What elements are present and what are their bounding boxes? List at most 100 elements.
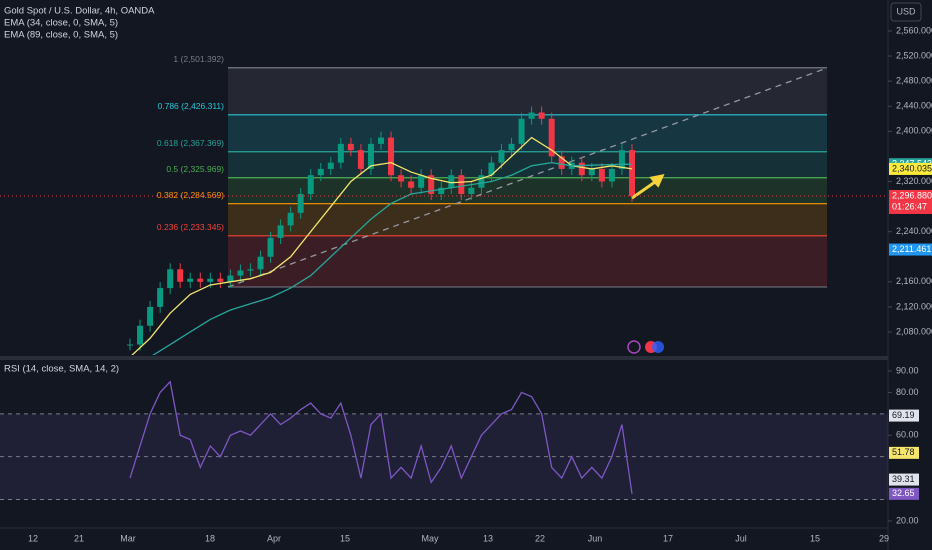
candle [257, 256, 264, 270]
fib-label: 0.5 (2,325.969) [166, 164, 224, 174]
fib-band [228, 235, 827, 287]
price-tick-label: 2,160.000 [896, 276, 932, 286]
candle [357, 150, 364, 169]
fib-label: 0.618 (2,367.369) [157, 138, 224, 148]
candle [367, 143, 374, 169]
rsi-badge-label: 39.31 [892, 474, 915, 484]
candle [157, 288, 164, 307]
x-tick-label: 21 [74, 533, 84, 543]
candle [468, 187, 475, 195]
rsi-badge [889, 487, 919, 500]
price-tick-label: 2,560.000 [896, 25, 932, 35]
event-icon [627, 340, 641, 354]
fib-label: 1 (2,501.392) [173, 54, 224, 64]
rsi-badge [889, 473, 919, 486]
candle [337, 143, 344, 163]
price-tick-label: 2,120.000 [896, 301, 932, 311]
candle [227, 275, 234, 282]
candle [317, 168, 324, 176]
candle [347, 143, 354, 151]
x-tick-label: 22 [535, 533, 545, 543]
x-tick-label: 15 [810, 533, 820, 543]
price-tick-label: 2,520.000 [896, 50, 932, 60]
price-tick-label: 2,080.000 [896, 326, 932, 336]
price-tick-label: 2,480.000 [896, 76, 932, 86]
fib-band [228, 203, 827, 236]
x-tick-label: 13 [483, 533, 493, 543]
candle [197, 278, 204, 282]
ema-legend: EMA (34, close, 0, SMA, 5) [4, 18, 118, 29]
x-tick-label: 17 [663, 533, 673, 543]
ema34-line [131, 136, 633, 355]
candle [478, 175, 485, 188]
candle [127, 344, 133, 346]
candle [458, 175, 465, 195]
fib-label: 0.786 (2,426.311) [158, 101, 225, 111]
fib-band [228, 67, 827, 115]
fib-label: 0.236 (2,233.345) [157, 222, 224, 232]
symbol-legend: Gold Spot / U.S. Dollar, 4h, OANDA [4, 6, 155, 17]
fib-bands [228, 67, 827, 287]
ema-legend: EMA (89, close, 0, SMA, 5) [4, 30, 118, 41]
rsi-badge-label: 69.19 [892, 410, 915, 420]
candle [378, 137, 384, 144]
candle [207, 278, 214, 282]
candle [147, 306, 154, 326]
rsi-tick-label: 90.00 [896, 365, 919, 375]
currency[interactable]: USD [896, 6, 916, 16]
candle [488, 162, 495, 176]
x-tick-label: Mar [120, 533, 136, 543]
rsi-badge [889, 446, 919, 459]
candle [287, 212, 294, 226]
rsi-line [129, 380, 633, 494]
price-badge [889, 162, 932, 175]
candle [428, 175, 435, 195]
candle [237, 270, 244, 276]
candle [297, 194, 304, 213]
price-badge-label: 2,211.461 [892, 244, 931, 254]
rsi-tick-label: 20.00 [896, 515, 919, 525]
rsi-tick-label: 60.00 [896, 430, 919, 440]
x-tick-label: 15 [340, 533, 350, 543]
candle [217, 278, 224, 282]
price-tick-label: 2,400.000 [896, 126, 932, 136]
x-tick-label: Apr [267, 533, 281, 543]
candle [528, 112, 535, 119]
price-pane [127, 106, 635, 355]
x-tick-label: May [421, 533, 439, 543]
candle [277, 225, 284, 238]
candle [629, 150, 635, 196]
price-badge-label: 2,340.035 [892, 163, 932, 173]
candle [518, 118, 525, 144]
candle [538, 112, 545, 119]
currency-box[interactable] [890, 2, 922, 22]
x-tick-label: Jun [588, 533, 603, 543]
candle [177, 269, 184, 282]
trend-line [227, 67, 828, 288]
price-tick-label: 2,320.000 [896, 176, 932, 186]
fib-label: 0.382 (2,284.569) [157, 190, 224, 200]
countdown: 01:26:47 [892, 201, 927, 211]
price-tick-label: 2,240.000 [896, 226, 932, 236]
candle [267, 237, 274, 257]
candle [588, 168, 595, 176]
event-icon [652, 341, 664, 353]
price-badge-label: 2,296.880 [892, 190, 932, 200]
rsi-badge-label: 32.65 [892, 488, 915, 498]
x-tick-label: 18 [205, 533, 215, 543]
price-badge [889, 243, 932, 256]
x-tick-label: 29 [879, 533, 889, 543]
candle [307, 175, 314, 195]
candle [167, 269, 174, 289]
rsi-badge-label: 51.78 [892, 447, 915, 457]
rsi-tick-label: 80.00 [896, 387, 919, 397]
price-tick-label: 2,440.000 [896, 101, 932, 111]
candle [558, 156, 565, 169]
arrow [631, 173, 665, 200]
x-tick-label: 12 [28, 533, 38, 543]
candle [398, 175, 405, 182]
candle [327, 162, 334, 169]
candle [438, 187, 445, 195]
